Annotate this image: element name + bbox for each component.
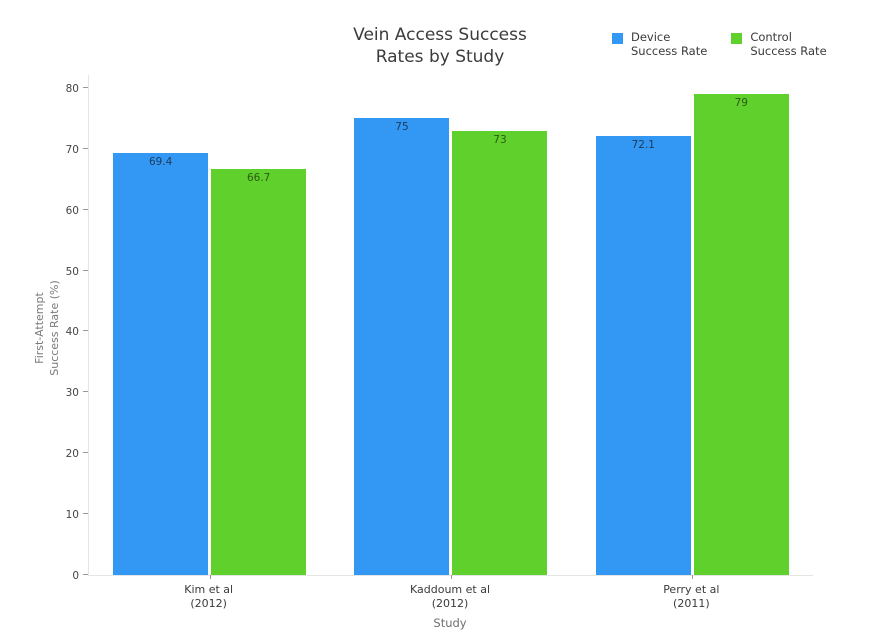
- legend-swatch: [731, 33, 743, 44]
- y-tick-label: 80: [65, 83, 79, 95]
- bar-value-label: 73: [493, 134, 507, 146]
- bar-group: 75 73: [330, 75, 571, 579]
- legend-label: Control Success Rate: [750, 30, 827, 58]
- bar-value-label: 66.7: [246, 172, 271, 184]
- y-tick-mark: [83, 209, 88, 210]
- y-tick-label: 0: [72, 570, 79, 582]
- y-tick-label: 70: [65, 144, 79, 156]
- chart-title: Vein Access Success Rates by Study: [353, 25, 527, 67]
- bar-group: 72.1 79: [572, 75, 813, 579]
- y-tick-label: 20: [65, 448, 79, 460]
- x-axis-title: Study: [433, 616, 467, 630]
- x-tick-mark: [209, 575, 211, 579]
- bar-groups: 69.4 66.7 75 73 72.1 79: [89, 75, 813, 579]
- y-tick-mark: [83, 452, 88, 453]
- y-tick-mark: [83, 270, 88, 271]
- bar-control[interactable]: 73: [452, 131, 548, 575]
- x-category-label: Kaddoum et al (2012): [409, 583, 490, 610]
- y-tick-label: 10: [65, 509, 79, 521]
- y-tick-mark: [83, 513, 88, 514]
- y-tick-mark: [83, 87, 88, 88]
- bar-group: 69.4 66.7: [89, 75, 330, 579]
- y-tick-label: 50: [65, 266, 79, 278]
- legend: Device Success Rate Control Success Rate: [612, 30, 827, 58]
- bar-device[interactable]: 75: [354, 118, 450, 575]
- legend-label: Device Success Rate: [631, 30, 708, 58]
- y-tick-mark: [83, 330, 88, 331]
- legend-item-device[interactable]: Device Success Rate: [612, 30, 707, 58]
- y-tick-mark: [83, 574, 88, 575]
- bar-device[interactable]: 72.1: [595, 136, 691, 575]
- legend-item-control[interactable]: Control Success Rate: [731, 30, 827, 58]
- bar-control[interactable]: 79: [693, 94, 789, 575]
- bar-control[interactable]: 66.7: [211, 169, 307, 575]
- y-tick-label: 30: [65, 387, 79, 399]
- bar-value-label: 69.4: [148, 156, 173, 168]
- x-category-label: Perry et al (2011): [663, 583, 720, 610]
- bar-value-label: 79: [734, 97, 748, 109]
- x-axis-categories: Kim et al (2012) Kaddoum et al (2012) Perr…: [88, 583, 812, 611]
- y-tick-label: 40: [65, 326, 79, 338]
- y-tick-mark: [83, 148, 88, 149]
- bar-value-label: 75: [395, 121, 409, 133]
- x-tick-mark: [692, 575, 694, 579]
- y-axis-ticks: 0 10 20 30 40 50 60 70 80: [66, 75, 813, 582]
- x-tick-mark: [450, 575, 452, 579]
- legend-swatch: [612, 33, 623, 44]
- y-tick-label: 60: [65, 205, 79, 217]
- bar-value-label: 72.1: [631, 139, 655, 151]
- bar-device[interactable]: 69.4: [113, 153, 209, 575]
- y-tick-mark: [83, 391, 88, 392]
- x-category-label: Kim et al (2012): [184, 583, 234, 610]
- plot-area: 0 10 20 30 40 50 60 70 80 69.4 66.7 75 73 72.1 79: [66, 75, 813, 582]
